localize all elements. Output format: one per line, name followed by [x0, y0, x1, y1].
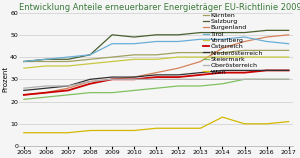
Y-axis label: Prozent: Prozent	[3, 66, 9, 92]
Legend: Kärnten, Salzburg, Burgenland, Tirol, Vorarlberg, Österreich, Niederösterreich, : Kärnten, Salzburg, Burgenland, Tirol, Vo…	[200, 10, 266, 77]
Text: Entwicklung Anteile erneuerbarer Energieträger EU-Richtlinie 2009/28/EG: Entwicklung Anteile erneuerbarer Energie…	[20, 3, 300, 12]
